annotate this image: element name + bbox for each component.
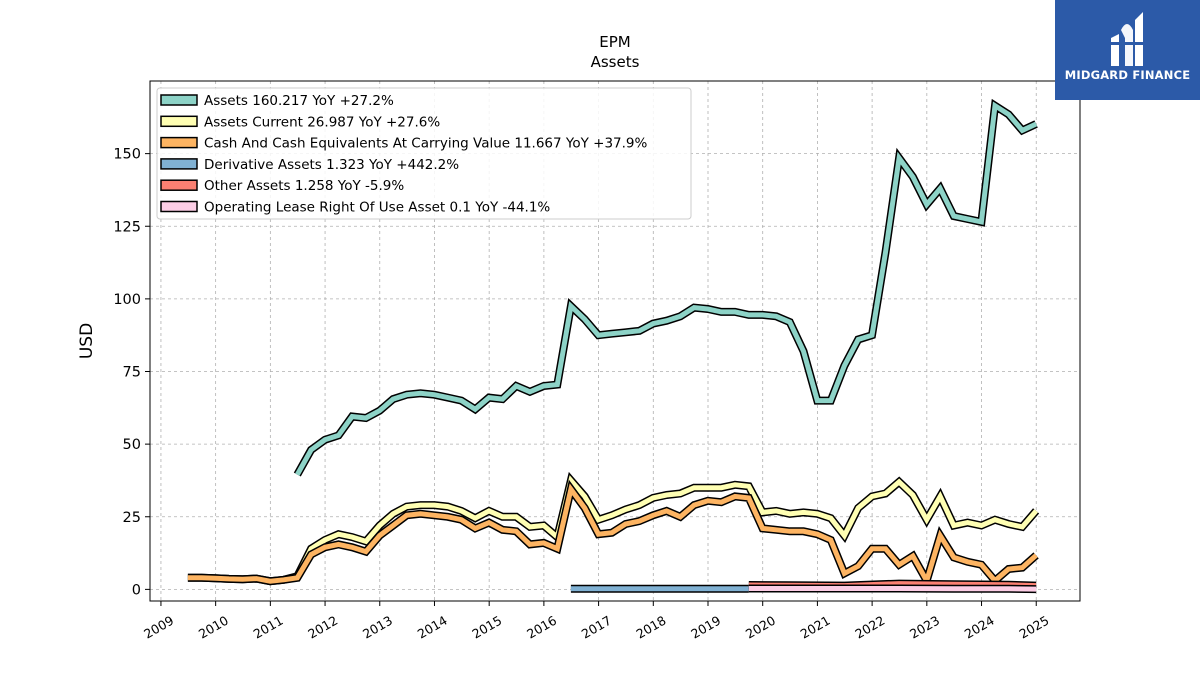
series-5 bbox=[748, 584, 1037, 594]
x-tick-label: 2022 bbox=[852, 613, 887, 642]
series-line bbox=[295, 101, 1038, 476]
x-tick-label: 2024 bbox=[962, 613, 997, 642]
x-tick-label: 2021 bbox=[798, 613, 833, 642]
legend-swatch bbox=[160, 94, 198, 106]
y-tick-label: 150 bbox=[113, 147, 141, 163]
series-line bbox=[187, 483, 1038, 588]
x-tick-label: 2018 bbox=[634, 613, 669, 642]
chart-title: EPM bbox=[599, 33, 630, 51]
logo-text: MIDGARD FINANCE bbox=[1064, 68, 1191, 82]
x-tick-label: 2014 bbox=[415, 613, 450, 642]
legend-entry: Operating Lease Right Of Use Asset 0.1 Y… bbox=[204, 200, 550, 216]
legend-swatch bbox=[160, 115, 198, 128]
midgard-finance-logo: MIDGARD FINANCE bbox=[1055, 0, 1200, 100]
plot-frame bbox=[149, 80, 1081, 602]
legend-entry: Cash And Cash Equivalents At Carrying Va… bbox=[204, 136, 648, 152]
y-tick-label: 75 bbox=[123, 365, 141, 381]
legend-entry: Other Assets 1.258 YoY -5.9% bbox=[204, 178, 404, 194]
series-0 bbox=[293, 98, 1038, 477]
x-tick-label: 2019 bbox=[688, 613, 723, 642]
x-tick-label: 2020 bbox=[743, 613, 778, 642]
x-tick-label: 2016 bbox=[524, 613, 559, 642]
series-1 bbox=[187, 471, 1040, 586]
y-tick-label: 0 bbox=[132, 582, 141, 598]
series-line bbox=[748, 586, 1037, 592]
y-tick-label: 50 bbox=[123, 437, 141, 453]
legend-swatch bbox=[160, 200, 198, 213]
x-tick-label: 2017 bbox=[579, 613, 614, 642]
y-axis-label: USD bbox=[77, 323, 97, 359]
y-tick-label: 100 bbox=[113, 292, 141, 308]
x-tick-label: 2011 bbox=[251, 613, 286, 642]
legend-swatch bbox=[160, 158, 198, 170]
x-tick-label: 2012 bbox=[305, 613, 340, 642]
x-tick-label: 2013 bbox=[360, 613, 395, 642]
series-2 bbox=[187, 479, 1039, 591]
x-tick-label: 2015 bbox=[469, 613, 504, 642]
x-tick-label: 2025 bbox=[1016, 613, 1051, 642]
y-tick-label: 25 bbox=[123, 510, 141, 526]
legend-entry: Assets Current 26.987 YoY +27.6% bbox=[204, 114, 440, 130]
y-tick-label: 125 bbox=[113, 219, 141, 235]
x-tick-label: 2009 bbox=[141, 613, 176, 642]
legend-swatch bbox=[160, 179, 198, 191]
legend-box bbox=[156, 87, 692, 220]
legend-entry: Assets 160.217 YoY +27.2% bbox=[204, 93, 394, 109]
chart-subtitle: Assets bbox=[591, 53, 640, 71]
x-tick-label: 2023 bbox=[907, 613, 942, 642]
legend-entry: Derivative Assets 1.323 YoY +442.2% bbox=[204, 157, 459, 173]
legend: Assets 160.217 YoY +27.2% Assets Current … bbox=[156, 87, 692, 220]
x-tick-label: 2010 bbox=[196, 613, 231, 642]
legend-swatch bbox=[160, 136, 198, 149]
logo-mark-icon bbox=[1109, 12, 1147, 66]
series-line bbox=[187, 475, 1038, 584]
